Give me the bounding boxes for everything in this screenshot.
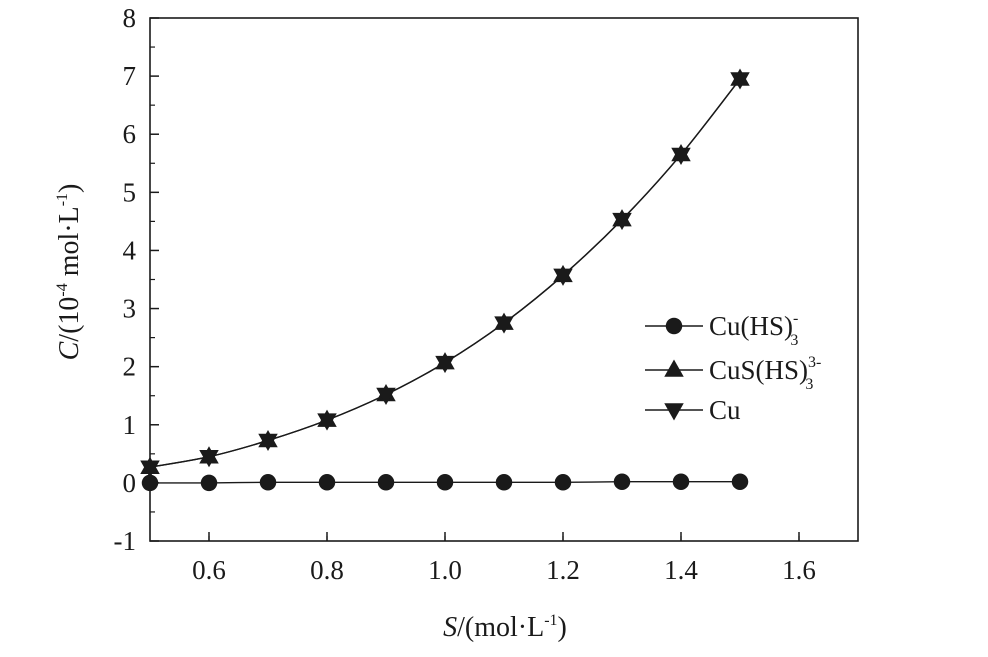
y-axis-label-exponent: -4 [54,283,71,296]
legend-marker [664,403,684,421]
legend-label-sub: 3 [790,332,798,349]
y-tick-label: 0 [123,468,137,498]
data-point [376,387,396,406]
legend-label-name: CuS(HS) [709,355,808,385]
data-point [259,474,277,491]
data-point [731,473,749,490]
x-axis-label-symbol: S [443,612,457,643]
x-tick-label: 1.6 [782,555,816,585]
series-layer [140,68,750,492]
data-point [494,316,514,334]
legend-label-sup: - [793,310,798,327]
y-tick-label: 7 [123,61,137,91]
data-point [435,355,455,374]
legend-marker [665,317,683,335]
data-point [141,474,159,492]
legend-label: Cu [709,395,741,425]
legend-label: Cu(HS)- 3 [709,310,798,349]
series-line [149,78,741,468]
data-point [200,474,218,492]
y-axis-label-prefix: /(10 [54,297,85,342]
x-tick-label: 0.6 [192,555,226,585]
x-tick-label: 1.2 [546,555,580,585]
y-tick-label: 6 [123,119,137,149]
series-circle [141,473,749,492]
series-triangle-down [140,72,750,478]
y-axis-ticks: -1 0 1 2 3 4 5 6 7 8 [114,3,159,556]
legend-label-name: Cu [709,395,741,425]
y-tick-label: 3 [123,294,137,324]
data-point [317,413,337,431]
y-tick-label: -1 [114,526,137,556]
y-axis-label: C/(10-4 mol·L-1) [54,184,85,361]
legend-marker [664,359,684,377]
data-point [258,433,278,451]
y-tick-label: 4 [123,235,137,265]
legend-item: Cu(HS)- 3 [645,310,798,349]
legend-item: Cu [645,395,741,425]
y-axis-label-close: ) [54,184,85,193]
data-point [612,212,632,231]
data-point [553,268,573,286]
x-tick-label: 1.0 [428,555,462,585]
x-axis-label: S/(mol·L-1) [443,612,567,643]
y-axis-label-symbol: C [54,341,85,360]
data-point [672,473,690,490]
data-point [436,474,454,491]
x-axis-label-unit: /(mol·L [457,612,544,643]
data-point [140,460,160,478]
data-point [318,474,336,491]
plot-frame [149,17,859,542]
data-point [613,473,631,490]
legend-label-sup: 3- [808,354,821,371]
legend-label-sub: 3 [805,376,813,393]
data-point [495,474,513,491]
data-point [730,72,750,90]
series-line [149,78,741,468]
y-tick-label: 8 [123,3,137,33]
x-tick-label: 1.4 [664,555,698,585]
series-triangle-up [140,68,750,474]
legend-label: CuS(HS)3- 3 [709,354,821,393]
x-axis-label-exponent: -1 [544,612,557,629]
legend-label-name: Cu(HS) [709,311,793,341]
x-axis-label-close: ) [558,612,567,643]
y-tick-label: 2 [123,352,137,382]
y-tick-label: 5 [123,177,137,207]
data-point [199,449,219,468]
data-point [554,474,572,491]
x-axis-ticks: 0.6 0.8 1.0 1.2 1.4 1.6 [192,532,816,585]
x-tick-label: 0.8 [310,555,344,585]
legend-item: CuS(HS)3- 3 [645,354,821,393]
data-point [377,474,395,491]
y-tick-label: 1 [123,410,137,440]
y-axis-label-unit-exponent: -1 [54,193,71,206]
y-axis-label-unit: mol·L [54,206,85,283]
data-point [671,147,691,166]
